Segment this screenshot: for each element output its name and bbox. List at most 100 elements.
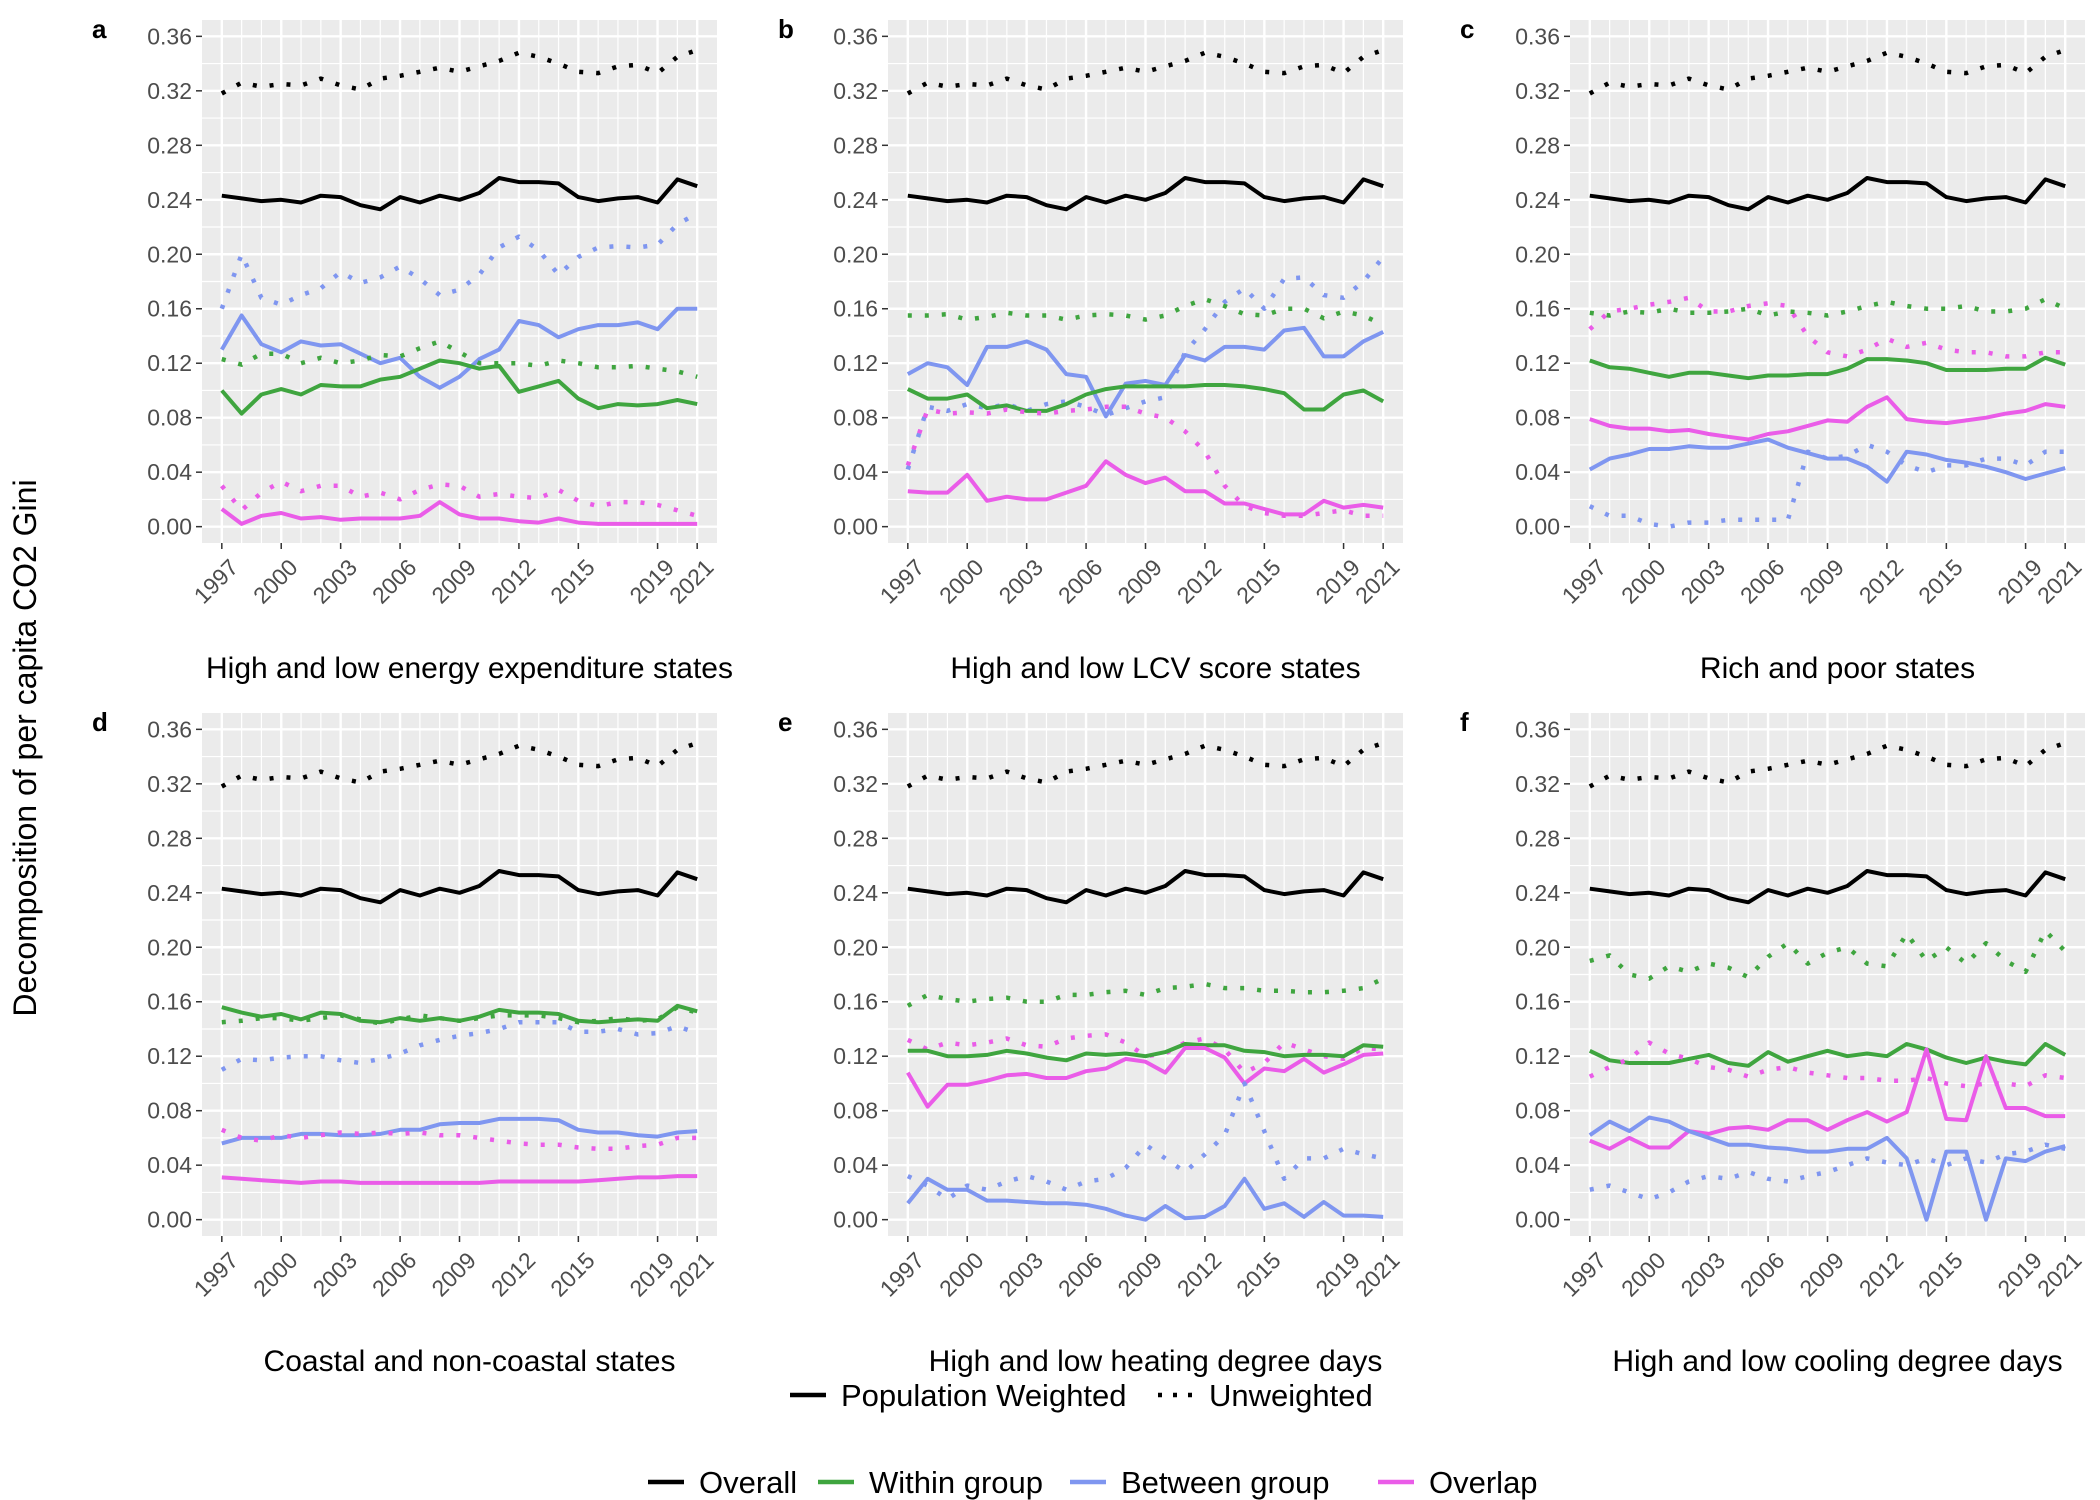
panel-title: Coastal and non-coastal states [264, 1345, 676, 1378]
legend-color: Overall Within group Between group Overlap [648, 1465, 1538, 1500]
x-tick-label: 2015 [1231, 554, 1286, 609]
x-tick-label: 2021 [1350, 1247, 1405, 1302]
y-tick-label: 0.20 [1515, 241, 1560, 267]
y-tick-label: 0.28 [1515, 825, 1560, 851]
y-tick-label: 0.28 [1515, 132, 1560, 158]
x-tick-label: 2000 [248, 554, 303, 609]
x-tick-label: 2019 [624, 1247, 679, 1302]
y-tick-label: 0.20 [1515, 934, 1560, 960]
y-tick-label: 0.20 [833, 241, 878, 267]
y-tick-label: 0.36 [833, 23, 878, 49]
panel-c: 0.00 0.04 0.08 0.12 0.16 0.20 0.24 0.28 0.32 0.36… [1460, 14, 2087, 685]
x-tick-label: 2003 [307, 554, 362, 609]
panel-a: 0.00 0.04 0.08 0.12 0.16 0.20 0.24 0.28 0.32 0.36… [92, 14, 733, 685]
y-tick-label: 0.04 [147, 1152, 192, 1178]
x-tick-label: 2000 [248, 1247, 303, 1302]
x-tick-label: 2021 [664, 554, 719, 609]
y-tick-label: 0.24 [833, 880, 878, 906]
panel-letter: a [92, 14, 107, 44]
y-tick-label: 0.00 [147, 1207, 192, 1233]
y-tick-label: 0.28 [833, 825, 878, 851]
x-tick-label: 2006 [367, 554, 422, 609]
x-tick-label: 2003 [993, 554, 1048, 609]
x-tick-label: 1997 [875, 554, 930, 609]
series-line-within-group-solid [1589, 355, 2066, 381]
y-tick-label: 0.16 [147, 296, 192, 322]
y-tick-label: 0.04 [147, 459, 192, 485]
y-tick-label: 0.32 [147, 771, 192, 797]
series-line-overlap-dotted [1588, 295, 2066, 359]
x-tick-label: 2003 [307, 1247, 362, 1302]
y-tick-label: 0.12 [1515, 350, 1560, 376]
y-tick-label: 0.04 [833, 459, 878, 485]
series-line-overlap-dotted [220, 1127, 698, 1152]
x-tick-label: 2019 [1992, 1247, 2047, 1302]
y-tick-label: 0.24 [147, 187, 192, 213]
x-tick-label: 2012 [1172, 1247, 1227, 1302]
series-line-within-group-solid [221, 1003, 698, 1025]
series-line-between-group-solid [906, 1176, 1384, 1222]
y-tick-label: 0.16 [1515, 989, 1560, 1015]
x-tick-label: 2009 [1112, 554, 1167, 609]
panel-f: 0.00 0.04 0.08 0.12 0.16 0.20 0.24 0.28 0.32 0.36… [1460, 707, 2087, 1378]
x-tick-label: 2000 [1616, 1247, 1671, 1302]
y-tick-label: 0.08 [147, 1098, 192, 1124]
panels: 0.00 0.04 0.08 0.12 0.16 0.20 0.24 0.28 0.32 0.36… [92, 14, 2087, 1378]
series-line-within-group-dotted [1589, 928, 2067, 981]
y-tick-label: 0.04 [833, 1152, 878, 1178]
panel-letter: e [778, 707, 792, 737]
x-tick-label: 2009 [426, 1247, 481, 1302]
x-tick-label: 2019 [1992, 554, 2047, 609]
y-tick-label: 0.20 [833, 934, 878, 960]
x-tick-label: 2009 [1794, 1247, 1849, 1302]
panel-letter: f [1460, 707, 1469, 737]
y-tick-label: 0.00 [833, 514, 878, 540]
legend-label: Population Weighted [841, 1378, 1127, 1413]
y-tick-label: 0.16 [1515, 296, 1560, 322]
series-line-overall-solid [907, 869, 1384, 905]
y-tick-label: 0.08 [147, 405, 192, 431]
y-tick-label: 0.00 [1515, 514, 1560, 540]
x-tick-label: 2015 [545, 554, 600, 609]
series-line-overall-solid [1589, 176, 2066, 212]
x-tick-label: 2019 [1310, 554, 1365, 609]
x-tick-label: 2015 [1231, 1247, 1286, 1302]
x-tick-label: 2015 [1913, 554, 1968, 609]
panel-letter: b [778, 14, 794, 44]
legend-label: Overall [699, 1465, 797, 1500]
legend-label: Between group [1121, 1465, 1330, 1500]
series-line-between-group-solid [220, 306, 698, 390]
series-line-within-group-solid [220, 358, 698, 416]
y-tick-label: 0.32 [1515, 78, 1560, 104]
y-tick-label: 0.08 [1515, 1098, 1560, 1124]
x-tick-label: 2021 [2032, 554, 2087, 609]
series-line-overlap-solid [1589, 395, 2066, 442]
x-tick-label: 2012 [1854, 1247, 1909, 1302]
x-tick-label: 1997 [1557, 1247, 1612, 1302]
panel-title: High and low energy expenditure states [206, 652, 733, 685]
y-tick-label: 0.20 [147, 241, 192, 267]
series-line-overlap-dotted [220, 479, 698, 518]
series-line-overlap-solid [220, 500, 698, 526]
x-tick-label: 2012 [486, 554, 541, 609]
y-tick-label: 0.32 [833, 771, 878, 797]
x-tick-label: 2012 [1854, 554, 1909, 609]
y-tick-label: 0.12 [833, 1043, 878, 1069]
series-line-between-group-solid [1588, 437, 2066, 484]
y-tick-label: 0.20 [147, 934, 192, 960]
y-tick-label: 0.16 [833, 296, 878, 322]
series-line-between-group-solid [1588, 1115, 2066, 1222]
legend-label: Overlap [1429, 1465, 1538, 1500]
y-tick-label: 0.32 [147, 78, 192, 104]
series-line-between-group-solid [906, 325, 1385, 419]
y-tick-label: 0.36 [147, 716, 192, 742]
y-tick-label: 0.24 [1515, 187, 1560, 213]
y-tick-label: 0.28 [147, 825, 192, 851]
y-tick-label: 0.28 [147, 132, 192, 158]
y-tick-label: 0.36 [833, 716, 878, 742]
y-tick-label: 0.04 [1515, 459, 1560, 485]
series-line-within-group-solid [907, 1042, 1384, 1063]
y-tick-label: 0.36 [1515, 23, 1560, 49]
legend-label: Unweighted [1209, 1378, 1373, 1413]
series-line-overlap-solid [221, 1174, 698, 1185]
